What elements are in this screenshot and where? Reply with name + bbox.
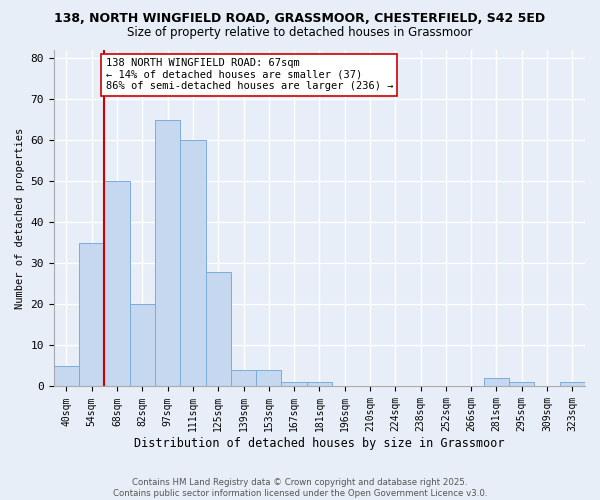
Bar <box>180 140 206 386</box>
Bar <box>54 366 79 386</box>
Bar <box>130 304 155 386</box>
Text: Size of property relative to detached houses in Grassmoor: Size of property relative to detached ho… <box>127 26 473 39</box>
X-axis label: Distribution of detached houses by size in Grassmoor: Distribution of detached houses by size … <box>134 437 505 450</box>
Bar <box>281 382 307 386</box>
Bar <box>206 272 231 386</box>
Bar <box>104 182 130 386</box>
Y-axis label: Number of detached properties: Number of detached properties <box>15 128 25 309</box>
Bar <box>256 370 281 386</box>
Bar <box>79 243 104 386</box>
Text: 138 NORTH WINGFIELD ROAD: 67sqm
← 14% of detached houses are smaller (37)
86% of: 138 NORTH WINGFIELD ROAD: 67sqm ← 14% of… <box>106 58 393 92</box>
Text: 138, NORTH WINGFIELD ROAD, GRASSMOOR, CHESTERFIELD, S42 5ED: 138, NORTH WINGFIELD ROAD, GRASSMOOR, CH… <box>55 12 545 26</box>
Bar <box>307 382 332 386</box>
Bar <box>484 378 509 386</box>
Bar <box>560 382 585 386</box>
Bar <box>509 382 535 386</box>
Text: Contains HM Land Registry data © Crown copyright and database right 2025.
Contai: Contains HM Land Registry data © Crown c… <box>113 478 487 498</box>
Bar <box>231 370 256 386</box>
Bar <box>155 120 180 386</box>
